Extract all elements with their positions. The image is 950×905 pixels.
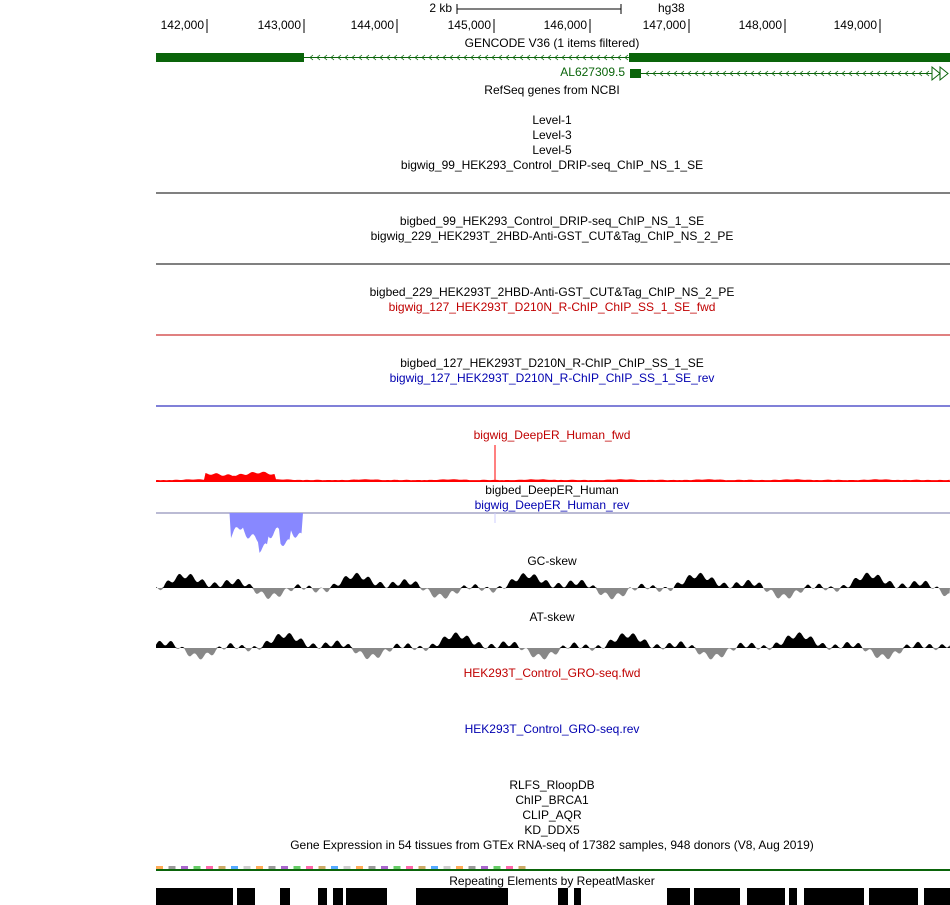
track-label: RefSeq genes from NCBI: [484, 83, 619, 97]
track-label: bigbed_99_HEK293_Control_DRIP-seq_ChIP_N…: [400, 214, 704, 228]
expression-tick: [393, 866, 401, 869]
expression-tick: [343, 866, 351, 869]
gene-exon: [630, 69, 641, 78]
repeat-block: [869, 888, 918, 905]
ruler-label: 146,000: [544, 18, 588, 32]
expression-tick: [281, 866, 288, 869]
track-label: bigwig_229_HEK293T_2HBD-Anti-GST_CUT&Tag…: [371, 229, 734, 243]
expression-tick: [181, 866, 188, 869]
track-label: ChIP_BRCA1: [515, 793, 589, 807]
ruler-label: 142,000: [161, 18, 205, 32]
expression-tick: [418, 866, 426, 869]
track-label: GENCODE V36 (1 items filtered): [465, 36, 640, 50]
track-label: bigwig_99_HEK293_Control_DRIP-seq_ChIP_N…: [401, 158, 703, 172]
repeat-block: [574, 888, 581, 905]
expression-tick: [243, 866, 251, 869]
expression-tick: [268, 866, 276, 869]
signal: [156, 572, 950, 588]
repeat-block: [558, 888, 568, 905]
expression-tick: [206, 866, 213, 869]
ruler-label: 149,000: [834, 18, 878, 32]
repeat-block: [747, 888, 785, 905]
track-label: bigwig_DeepER_Human_rev: [475, 498, 630, 512]
signal-tracks: [156, 445, 950, 869]
gene-label[interactable]: AL627309.5: [560, 65, 625, 79]
repeat-block: [237, 888, 255, 905]
track-label: Repeating Elements by RepeatMasker: [449, 874, 654, 888]
track-label: KD_DDX5: [524, 823, 580, 837]
intron-chevrons: [309, 54, 930, 77]
repeat-block: [280, 888, 290, 905]
expression-tick: [168, 866, 176, 869]
expression-tick: [481, 866, 488, 869]
track-label: Gene Expression in 54 tissues from GTEx …: [290, 838, 814, 852]
expression-tick: [381, 866, 388, 869]
expression-tick: [506, 866, 513, 869]
expression-tick: [431, 866, 438, 869]
track-label: bigwig_DeepER_Human_fwd: [474, 428, 631, 442]
expression-tick: [306, 866, 313, 869]
signal: [156, 588, 950, 600]
track-label: AT-skew: [529, 610, 574, 624]
ruler: 142,000 143,000 144,000 145,000 146,000 147,0…: [161, 18, 881, 33]
gene-exon: [156, 53, 304, 62]
expression-tick: [493, 866, 501, 869]
track-label: Level-1: [532, 113, 572, 127]
signal: [156, 471, 950, 481]
expression-tick: [356, 866, 363, 869]
repeat-block: [346, 888, 387, 905]
ruler-label: 148,000: [739, 18, 783, 32]
repeat-block: [789, 888, 797, 905]
repeat-block: [667, 888, 690, 905]
expression-tick: [368, 866, 376, 869]
expression-tick: [518, 866, 526, 869]
track-label: HEK293T_Control_GRO-seq.rev: [465, 722, 640, 736]
expression-tick: [443, 866, 451, 869]
ruler-label: 147,000: [643, 18, 687, 32]
signal: [156, 648, 950, 660]
expression-tick: [156, 866, 163, 869]
expression-tick: [456, 866, 463, 869]
repeat-block: [416, 888, 508, 905]
gene-end-arrow: [931, 65, 949, 82]
ruler-label: 145,000: [448, 18, 492, 32]
gene-track: AL627309.5: [156, 53, 950, 82]
track-label: bigbed_DeepER_Human: [485, 483, 618, 497]
expression-tick: [231, 866, 238, 869]
track-label: HEK293T_Control_GRO-seq.fwd: [464, 666, 641, 680]
signal: [156, 513, 950, 553]
expression-tick: [406, 866, 413, 869]
track-label: Level-3: [532, 128, 572, 142]
repeat-block: [318, 888, 327, 905]
repeat-block: [694, 888, 740, 905]
track-label: bigwig_127_HEK293T_D210N_R-ChIP_ChIP_SS_…: [390, 371, 715, 385]
track-label: GC-skew: [527, 554, 577, 568]
expression-tick: [331, 866, 338, 869]
track-label: CLIP_AQR: [522, 808, 582, 822]
expression-tick: [318, 866, 326, 869]
ruler-label: 144,000: [351, 18, 395, 32]
repeat-block: [156, 888, 233, 905]
gene-exon: [629, 53, 950, 62]
repeat-block: [924, 888, 950, 905]
expression-tick: [218, 866, 226, 869]
track-label: bigwig_127_HEK293T_D210N_R-ChIP_ChIP_SS_…: [389, 300, 716, 314]
track-labels: GENCODE V36 (1 items filtered) RefSeq gen…: [290, 36, 814, 888]
scale-label: 2 kb: [429, 1, 452, 15]
track-label: bigbed_229_HEK293T_2HBD-Anti-GST_CUT&Tag…: [370, 285, 735, 299]
expression-tick: [193, 866, 201, 869]
track-label: bigbed_127_HEK293T_D210N_R-ChIP_ChIP_SS_…: [400, 356, 704, 370]
signal: [156, 632, 950, 648]
repeat-track: [156, 888, 950, 905]
expression-tick: [293, 866, 301, 869]
ruler-label: 143,000: [258, 18, 302, 32]
assembly-label: hg38: [658, 1, 685, 15]
repeat-block: [804, 888, 864, 905]
expression-tick: [256, 866, 263, 869]
track-label: RLFS_RloopDB: [509, 778, 594, 792]
expression-tick: [468, 866, 476, 869]
track-label: Level-5: [532, 143, 572, 157]
repeat-block: [333, 888, 343, 905]
